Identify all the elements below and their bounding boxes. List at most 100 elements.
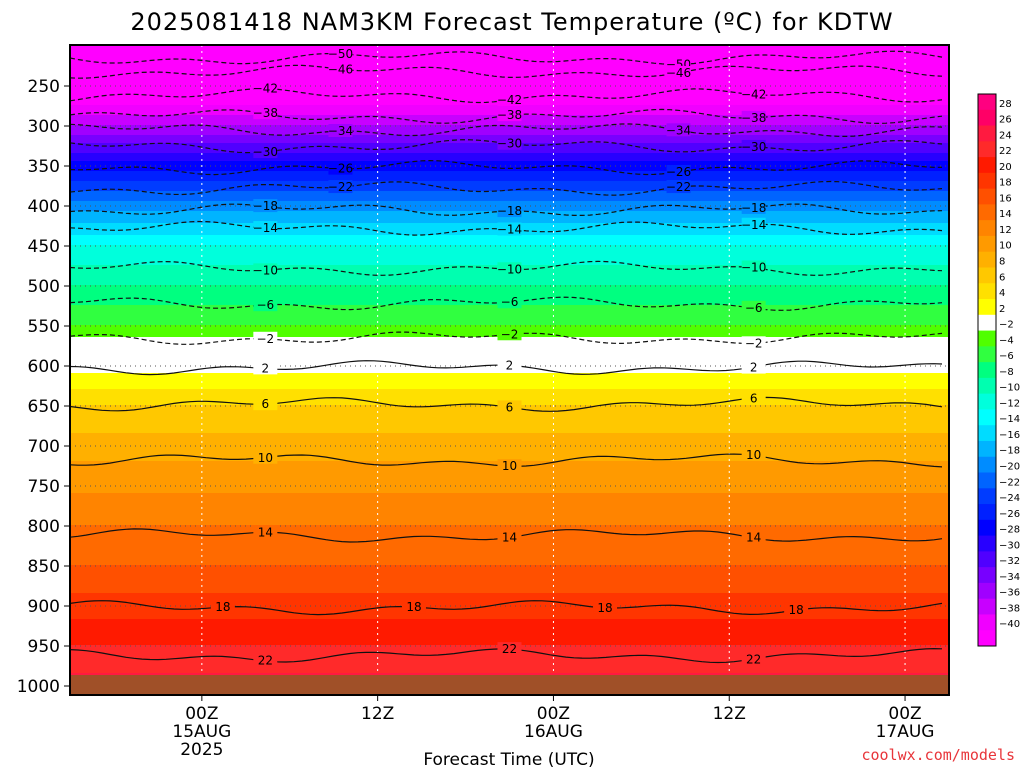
isotherm-label: 2: [750, 361, 758, 375]
colorbar-label: −16: [999, 430, 1020, 441]
temperature-band: [70, 165, 949, 167]
colorbar-label: 4: [999, 288, 1005, 299]
temperature-band: [70, 563, 949, 565]
temperature-band: [70, 261, 949, 263]
temperature-band: [70, 415, 949, 417]
temperature-band: [70, 399, 949, 401]
isotherm-label-bg: [253, 298, 278, 312]
isotherm-line: [70, 331, 943, 345]
temperature-band: [70, 589, 949, 591]
temperature-band: [70, 573, 949, 575]
isotherm-label: −34: [328, 124, 353, 138]
colorbar-label: 14: [999, 209, 1012, 220]
colorbar-label: 10: [999, 241, 1012, 252]
temperature-band: [70, 477, 949, 479]
temperature-band: [70, 479, 949, 481]
colorbar-swatch: [978, 267, 996, 284]
temperature-band: [70, 129, 949, 131]
temperature-band: [70, 419, 949, 421]
colorbar-label: −20: [999, 462, 1020, 473]
isotherm-label: 18: [215, 600, 230, 614]
temperature-band: [70, 495, 949, 497]
temperature-band: [70, 631, 949, 633]
isotherm-label: −42: [253, 82, 278, 96]
temperature-band: [70, 55, 949, 57]
colorbar-label: 28: [999, 99, 1012, 110]
colorbar-swatch: [978, 582, 996, 600]
isotherm-label-bg: [497, 204, 522, 218]
temperature-band: [70, 89, 949, 91]
temperature-band: [70, 85, 949, 87]
temperature-band: [70, 351, 949, 353]
temperature-band: [70, 375, 949, 377]
temperature-band: [70, 91, 949, 93]
temperature-band: [70, 151, 949, 153]
temperature-band: [70, 635, 949, 637]
isotherm-label-bg: [497, 327, 522, 341]
colorbar-label: −14: [999, 414, 1020, 425]
temperature-band: [70, 483, 949, 485]
colorbar-swatch: [978, 109, 996, 127]
colorbar-label: −12: [999, 398, 1020, 409]
isotherm-label-bg: [253, 361, 278, 375]
colorbar-swatch: [978, 283, 996, 300]
temperature-band: [70, 289, 949, 291]
temperature-band: [70, 397, 949, 399]
colorbar-label: −18: [999, 446, 1020, 457]
isotherm-label-bg: [497, 400, 522, 414]
temperature-band: [70, 669, 949, 671]
y-tick-label: 650: [28, 397, 60, 417]
y-tick-label: 850: [28, 557, 60, 577]
temperature-band: [70, 389, 949, 391]
temperature-band: [70, 601, 949, 603]
isotherm-label: 6: [750, 391, 758, 405]
isotherm-label: 22: [502, 642, 517, 656]
isotherm-label: −18: [497, 204, 522, 218]
y-tick-label: 750: [28, 477, 60, 497]
isotherm-label: 14: [502, 530, 517, 544]
colorbar-label: −8: [999, 367, 1014, 378]
temperature-band: [70, 281, 949, 283]
isotherm-label-bg: [497, 92, 522, 106]
isotherm-label-bg: [253, 145, 278, 159]
isotherm-line: [70, 108, 943, 125]
colorbar-label: −6: [999, 351, 1014, 362]
temperature-band: [70, 191, 949, 193]
colorbar-label: −34: [999, 572, 1020, 583]
colorbar-swatch: [978, 141, 996, 158]
isotherm-label: −6: [745, 301, 763, 315]
temperature-band: [70, 243, 949, 245]
temperature-band: [70, 543, 949, 545]
isotherm-label: −26: [328, 162, 353, 176]
credit-text[interactable]: coolwx.com/models: [861, 746, 1015, 764]
temperature-band: [70, 569, 949, 571]
colorbar-swatch: [978, 425, 996, 442]
temperature-band: [70, 439, 949, 441]
temperature-band: [70, 475, 949, 477]
colorbar-frame: [977, 93, 997, 647]
isotherm-label: 10: [258, 451, 273, 465]
temperature-band: [70, 155, 949, 157]
isotherm-label-bg: [328, 46, 353, 60]
isotherm-label-bg: [666, 65, 691, 79]
colorbar-label: 16: [999, 193, 1012, 204]
temperature-band: [70, 203, 949, 205]
isotherm-label: 22: [258, 654, 273, 668]
colorbar-swatch: [978, 157, 996, 174]
colorbar-label: 8: [999, 256, 1005, 267]
temperature-band: [70, 257, 949, 259]
colorbar-swatch: [978, 299, 996, 316]
colorbar-label: 2: [999, 304, 1005, 315]
temperature-band: [70, 417, 949, 419]
colorbar-label: 26: [999, 115, 1012, 126]
x-tick-label: 12Z: [361, 704, 394, 724]
temperature-band: [70, 609, 949, 611]
temperature-band: [70, 157, 949, 159]
temperature-band: [70, 579, 949, 581]
y-tick-label: 450: [28, 237, 60, 257]
temperature-band: [70, 667, 949, 669]
temperature-band: [70, 611, 949, 613]
temperature-band: [70, 379, 949, 381]
isotherm-line: [70, 64, 943, 79]
x-tick-label: 17AUG: [876, 722, 935, 742]
